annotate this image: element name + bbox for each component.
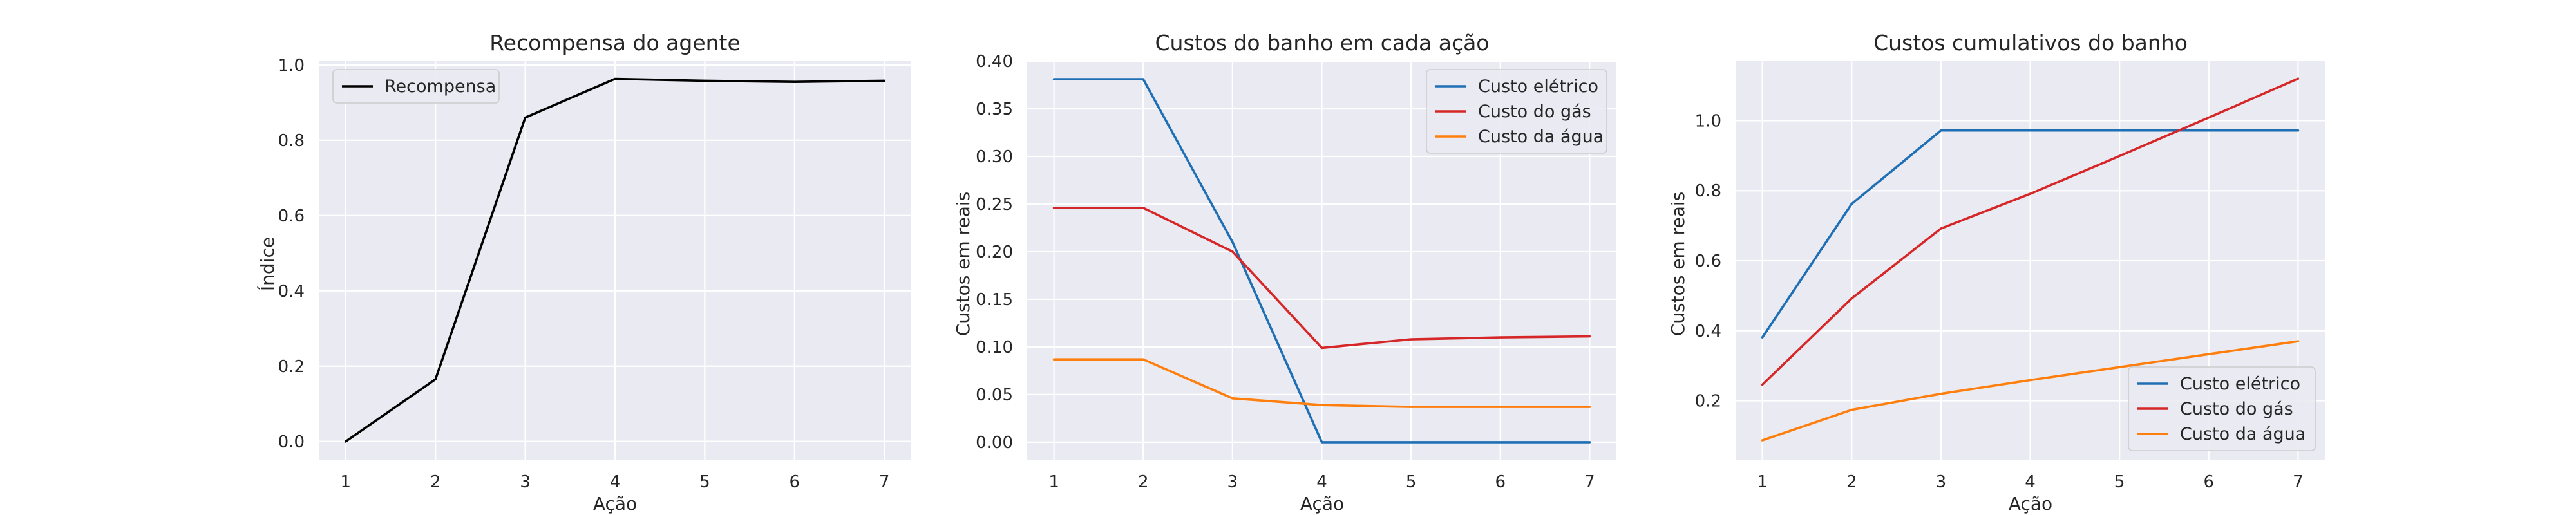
plot-area: 1 2 3 4 5 6 7 0.0 0.2 0.4 0.6 0.8 1.0 Recompensa <box>278 56 911 492</box>
y-tick-label: 0.2 <box>278 357 305 377</box>
series-line-3 <box>1761 340 2300 442</box>
y-tick-label: 0.6 <box>278 207 305 226</box>
legend-label: Custo da água <box>1478 127 1604 147</box>
series-line-3 <box>1052 358 1591 408</box>
x-tick-label: 2 <box>1138 473 1149 492</box>
chart-title: Custos do banho em cada ação <box>1155 30 1489 55</box>
subplot-step-costs: Custos do banho em cada ação 1 2 3 4 5 6 7 0.00… <box>952 30 1616 514</box>
y-tick-label: 0.10 <box>976 338 1013 357</box>
y-tick-label: 1.0 <box>278 56 305 75</box>
x-tick-label: 7 <box>2293 473 2304 492</box>
legend-label: Custo do gás <box>2180 399 2293 419</box>
y-tick-label: 0.00 <box>976 433 1013 453</box>
y-tick-label: 0.8 <box>278 131 305 151</box>
x-tick-label: 2 <box>1846 473 1857 492</box>
x-tick-label: 5 <box>2114 473 2125 492</box>
x-tick-label: 3 <box>1227 473 1238 492</box>
x-tick-label: 4 <box>1316 473 1327 492</box>
series-line-2 <box>1761 77 2300 386</box>
chart-title: Recompensa do agente <box>489 30 741 55</box>
y-tick-label: 0.35 <box>976 100 1013 119</box>
series-line-2 <box>1052 207 1591 350</box>
y-axis-label: Custos em reais <box>952 192 974 337</box>
x-tick-label: 3 <box>1936 473 1947 492</box>
y-axis-label: Custos em reais <box>1667 192 1689 337</box>
series-line-1 <box>1761 129 2300 339</box>
x-tick-label: 7 <box>1584 473 1595 492</box>
y-tick-label: 0.40 <box>976 52 1013 71</box>
legend: Custo elétrico Custo do gás Custo da água <box>2128 366 2316 451</box>
series-line-1 <box>1052 78 1591 444</box>
legend: Custo elétrico Custo do gás Custo da água <box>1426 69 1607 154</box>
x-tick-label: 6 <box>2203 473 2214 492</box>
legend-label: Custo do gás <box>1478 102 1591 122</box>
y-tick-label: 0.20 <box>976 243 1013 262</box>
legend: Recompensa <box>332 69 500 104</box>
y-tick-label: 0.6 <box>1695 252 1721 271</box>
series-line-1 <box>344 77 886 443</box>
x-tick-label: 1 <box>1048 473 1059 492</box>
y-tick-label: 0.25 <box>976 195 1013 214</box>
x-axis-label: Ação <box>1300 493 1344 514</box>
x-tick-label: 4 <box>610 473 621 492</box>
legend-label: Custo elétrico <box>2180 374 2300 394</box>
legend-label: Custo elétrico <box>1478 77 1598 97</box>
legend-box <box>332 69 500 104</box>
y-tick-label: 0.8 <box>1695 182 1721 201</box>
legend-label: Recompensa <box>384 77 496 97</box>
y-tick-label: 1.0 <box>1695 111 1721 131</box>
y-axis-label: Índice <box>256 237 278 291</box>
y-tick-label: 0.15 <box>976 290 1013 310</box>
y-tick-label: 0.30 <box>976 147 1013 167</box>
legend-box <box>2128 366 2316 451</box>
y-tick-label: 0.4 <box>278 282 305 301</box>
y-tick-label: 0.0 <box>278 433 305 452</box>
legend-label: Custo da água <box>2180 424 2306 444</box>
x-tick-label: 5 <box>1406 473 1417 492</box>
x-tick-label: 3 <box>520 473 531 492</box>
subplot-reward: Recompensa do agente 1 2 3 4 5 6 7 0.0 0.2 0.4 0.6… <box>256 30 911 514</box>
subplot-cumulative-costs: Custos cumulativos do banho 1 2 3 4 5 6 7 0.2 0.… <box>1667 30 2325 514</box>
y-tick-label: 0.05 <box>976 386 1013 405</box>
y-tick-label: 0.2 <box>1695 392 1721 411</box>
plot-area: 1 2 3 4 5 6 7 0.00 0.05 0.10 0.15 0.20 0.25 0.30 0.35 0… <box>976 52 1616 492</box>
x-tick-label: 6 <box>1495 473 1506 492</box>
x-tick-label: 2 <box>430 473 441 492</box>
x-axis-label: Ação <box>593 493 637 514</box>
x-tick-label: 4 <box>2025 473 2036 492</box>
x-axis-label: Ação <box>2009 493 2052 514</box>
x-tick-label: 1 <box>341 473 352 492</box>
x-tick-label: 5 <box>699 473 710 492</box>
y-tick-label: 0.4 <box>1695 322 1721 341</box>
x-tick-label: 6 <box>790 473 800 492</box>
x-tick-label: 1 <box>1757 473 1768 492</box>
chart-title: Custos cumulativos do banho <box>1873 30 2188 55</box>
legend-box <box>1426 69 1607 154</box>
x-tick-label: 7 <box>879 473 890 492</box>
